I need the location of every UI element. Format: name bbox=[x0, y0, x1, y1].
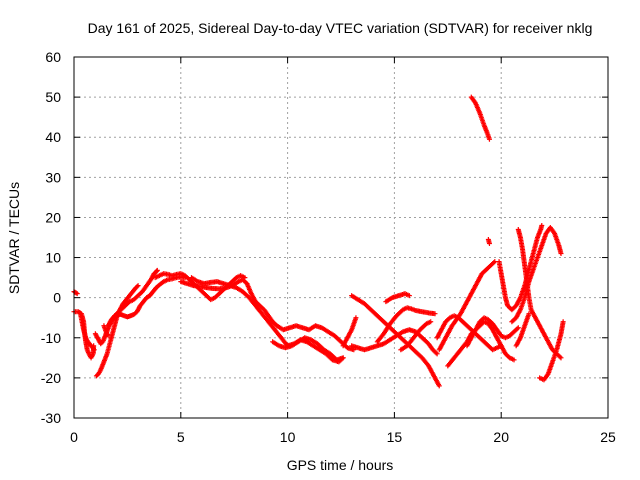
data-point bbox=[353, 315, 359, 321]
data-point bbox=[340, 355, 346, 361]
x-axis-label: GPS time / hours bbox=[287, 457, 394, 473]
y-tick-label: 50 bbox=[45, 89, 61, 105]
data-point bbox=[539, 222, 545, 228]
data-point bbox=[558, 355, 564, 361]
x-tick-label: 25 bbox=[600, 429, 616, 445]
x-tick-label: 20 bbox=[493, 429, 509, 445]
y-tick-label: 40 bbox=[45, 129, 61, 145]
data-point bbox=[105, 333, 111, 339]
series-arc-n bbox=[349, 293, 442, 389]
y-tick-label: 10 bbox=[45, 250, 61, 266]
y-axis-tick-labels: -30 -20 -10 0 10 20 30 40 50 60 bbox=[41, 49, 61, 426]
series-arc-v bbox=[468, 94, 492, 142]
y-tick-label: 0 bbox=[53, 290, 61, 306]
series-arc-u bbox=[464, 315, 521, 349]
data-point bbox=[74, 291, 80, 297]
series-arc-a bbox=[71, 289, 80, 297]
x-tick-label: 10 bbox=[280, 429, 296, 445]
chart-title: Day 161 of 2025, Sidereal Day-to-day VTE… bbox=[88, 20, 593, 36]
data-point bbox=[515, 325, 521, 331]
y-axis-label: SDTVAR / TECUs bbox=[6, 182, 22, 294]
data-point bbox=[436, 383, 442, 389]
data-point bbox=[135, 283, 141, 289]
y-tick-label: 60 bbox=[45, 49, 61, 65]
series-arc-bb bbox=[485, 237, 492, 247]
series-arc-k bbox=[270, 335, 346, 363]
data-point bbox=[406, 293, 412, 299]
series-arc-p bbox=[383, 291, 412, 305]
y-tick-label: -20 bbox=[41, 370, 61, 386]
series-arc-aa bbox=[537, 319, 566, 383]
series-arc-z bbox=[513, 311, 532, 349]
x-tick-label: 15 bbox=[387, 429, 403, 445]
data-point bbox=[154, 267, 160, 273]
series-arc-y bbox=[515, 226, 564, 361]
series-arc-d bbox=[92, 267, 160, 347]
data-point bbox=[486, 136, 492, 142]
x-tick-label: 5 bbox=[177, 429, 185, 445]
series-arc-cc bbox=[101, 323, 111, 339]
series-arc-l bbox=[340, 315, 359, 349]
series-arc-e bbox=[93, 283, 141, 379]
series-arc-o bbox=[374, 305, 438, 345]
y-tick-label: -30 bbox=[41, 410, 61, 426]
grid-lines bbox=[74, 57, 608, 418]
series-arc-s bbox=[434, 313, 504, 353]
axis-ticks bbox=[73, 56, 609, 419]
data-point bbox=[526, 311, 532, 317]
data-point bbox=[558, 251, 564, 257]
y-tick-label: 20 bbox=[45, 209, 61, 225]
y-tick-label: -10 bbox=[41, 330, 61, 346]
series-arc-c bbox=[77, 311, 97, 353]
data-point bbox=[91, 347, 97, 353]
data-point bbox=[90, 346, 96, 352]
data-point bbox=[486, 241, 492, 247]
series-arc-r bbox=[436, 259, 498, 353]
data-point bbox=[511, 357, 517, 363]
x-axis-tick-labels: 0 5 10 15 20 25 bbox=[70, 429, 616, 445]
data-marks bbox=[71, 94, 566, 389]
plot-frame bbox=[73, 56, 609, 419]
y-tick-label: 30 bbox=[45, 169, 61, 185]
series-arc-w bbox=[496, 222, 545, 313]
data-point bbox=[432, 311, 438, 317]
data-point bbox=[560, 319, 566, 325]
data-point bbox=[428, 319, 434, 325]
series-arc-j bbox=[274, 323, 357, 353]
data-point bbox=[492, 259, 498, 265]
series-arc-q bbox=[398, 319, 434, 353]
data-point bbox=[434, 351, 440, 357]
x-tick-label: 0 bbox=[70, 429, 78, 445]
series-arc-t bbox=[445, 319, 517, 369]
